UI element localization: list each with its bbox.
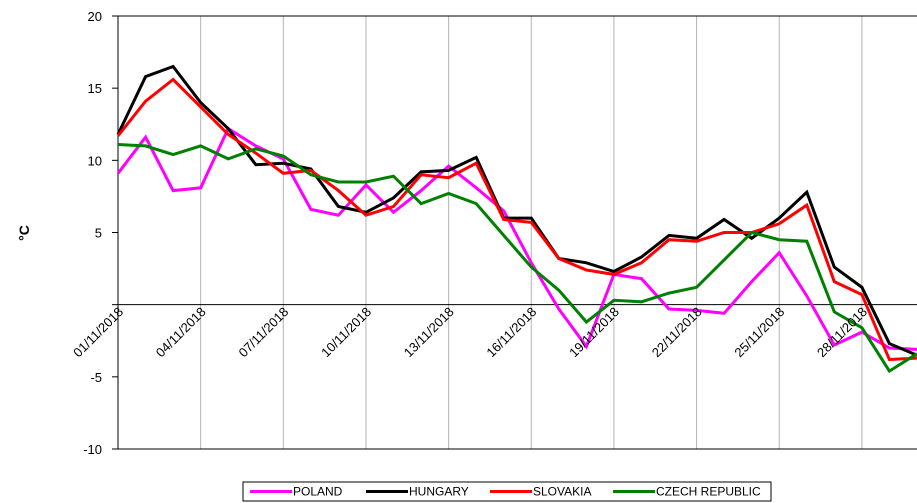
y-tick-label: 15 [88, 81, 102, 96]
series-line-czech-republic [117, 143, 917, 374]
series-line-poland [116, 126, 917, 351]
y-tick-label: -10 [83, 442, 102, 457]
y-axis-title: °C [16, 225, 32, 241]
y-tick-label: -5 [90, 370, 102, 385]
legend-label: HUNGARY [409, 485, 469, 499]
series-line-hungary [116, 64, 917, 357]
y-tick-label: 5 [95, 226, 102, 241]
y-tick-label: 20 [88, 9, 102, 24]
series-lines [116, 64, 917, 374]
legend-label: SLOVAKIA [533, 485, 591, 499]
legend-label: CZECH REPUBLIC [656, 485, 761, 499]
axes [112, 15, 917, 450]
y-tick-label: 10 [88, 153, 102, 168]
legend: POLAND HUNGARY SLOVAKIA CZECH REPUBLIC [242, 481, 772, 502]
gridlines [200, 16, 863, 449]
legend-label: POLAND [293, 485, 343, 499]
